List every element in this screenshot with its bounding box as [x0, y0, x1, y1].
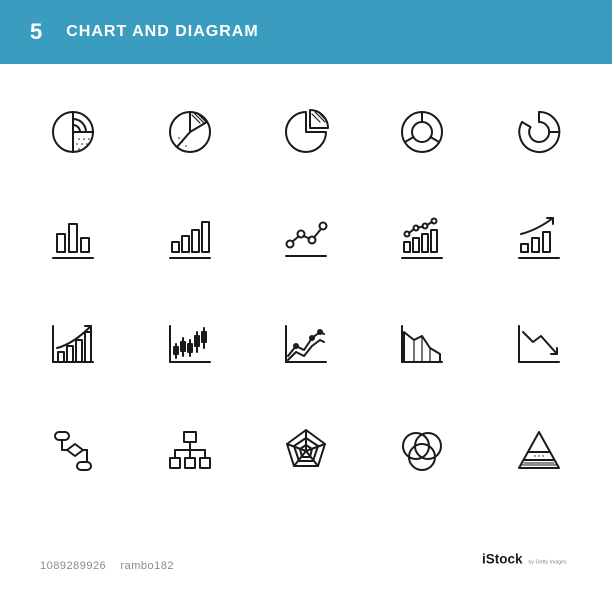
flowchart-icon	[45, 422, 101, 478]
donut-chart-gap-icon	[511, 104, 567, 160]
venn-diagram-icon	[394, 422, 450, 478]
bar-chart-three-icon	[45, 210, 101, 266]
line-chart-points-icon	[278, 210, 334, 266]
image-id: 1089289926	[40, 560, 106, 572]
curve-growth-bars-icon	[45, 316, 101, 372]
org-chart-icon	[162, 422, 218, 478]
radar-chart-icon	[278, 422, 334, 478]
footer-credit: 1089289926 rambo182	[40, 560, 174, 572]
pyramid-chart-icon	[511, 422, 567, 478]
bar-growth-arrow-icon	[511, 210, 567, 266]
candlestick-chart-icon	[162, 316, 218, 372]
pie-chart-hatched-icon	[162, 104, 218, 160]
decline-arrow-icon	[511, 316, 567, 372]
header-bar: 5 CHART AND DIAGRAM	[0, 0, 612, 64]
set-number: 5	[30, 19, 42, 45]
pie-chart-dotted-slice-icon	[45, 104, 101, 160]
istock-watermark: iStock by Getty Images	[482, 549, 572, 574]
svg-text:iStock: iStock	[482, 552, 523, 567]
bar-line-combo-icon	[394, 210, 450, 266]
pie-chart-quarter-icon	[278, 104, 334, 160]
bar-chart-rising-icon	[162, 210, 218, 266]
credit-name: rambo182	[120, 560, 174, 572]
area-chart-points-icon	[278, 316, 334, 372]
svg-text:by Getty Images: by Getty Images	[529, 560, 568, 566]
donut-chart-three-icon	[394, 104, 450, 160]
area-chart-decline-icon	[394, 316, 450, 372]
set-title: CHART AND DIAGRAM	[66, 23, 258, 41]
icon-grid	[0, 64, 612, 488]
